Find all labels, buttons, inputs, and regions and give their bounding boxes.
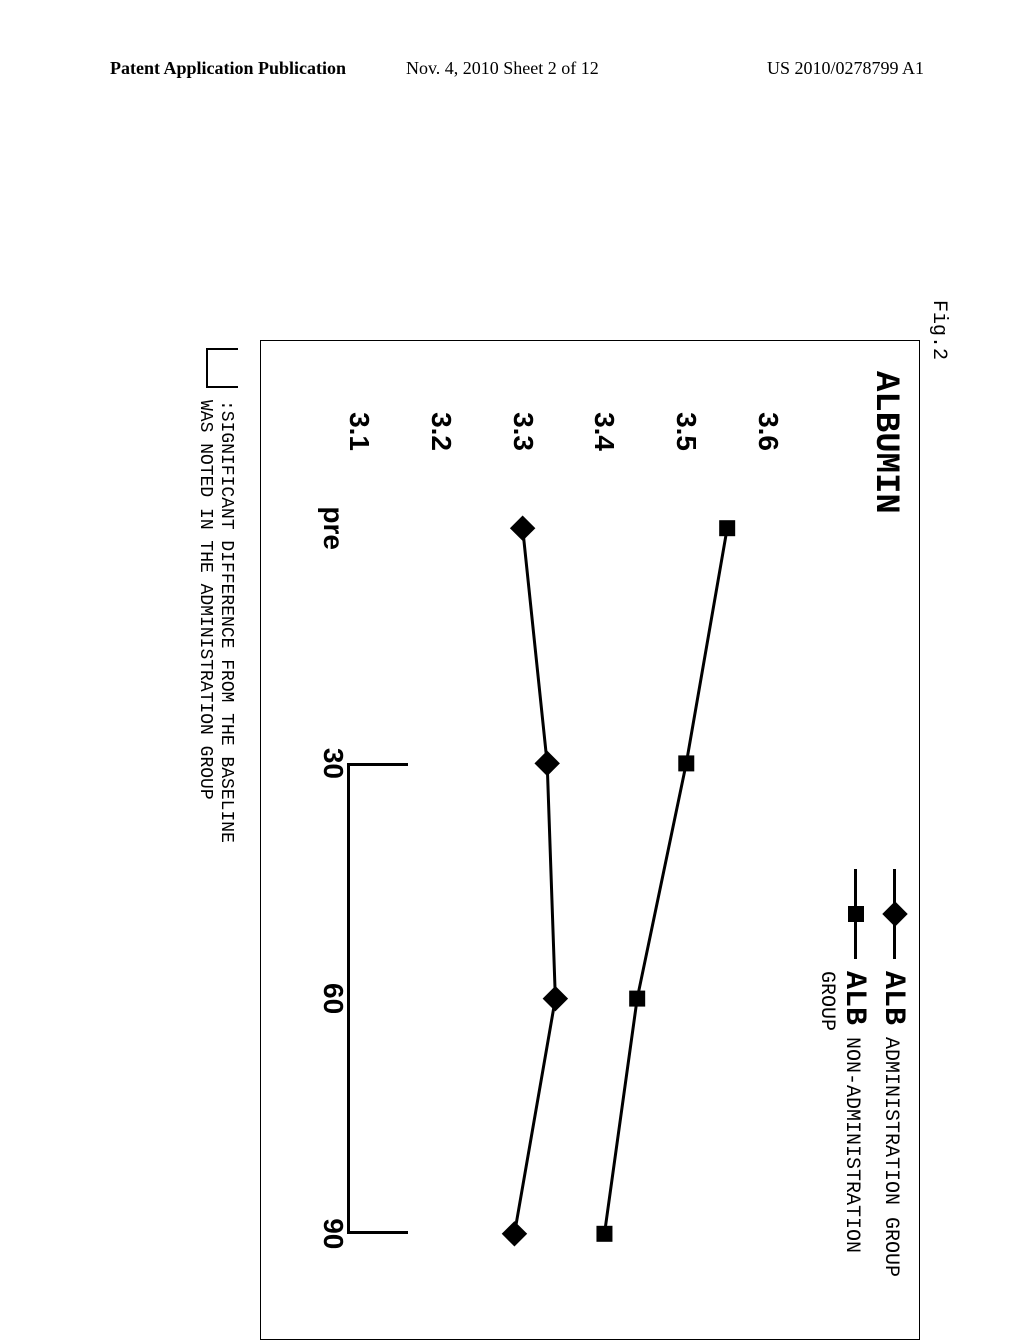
y-tick-label: 3.3 bbox=[507, 391, 539, 451]
x-tick-label: 60 bbox=[317, 983, 349, 1014]
legend-label-2: ALB NON-ADMINISTRATIONGROUP bbox=[815, 971, 870, 1253]
footnote-marker-box bbox=[206, 348, 238, 388]
legend-item-administration: ALB ADMINISTRATION GROUP bbox=[876, 869, 909, 1309]
header-center: Nov. 4, 2010 Sheet 2 of 12 bbox=[406, 58, 599, 79]
legend-label-1: ALB ADMINISTRATION GROUP bbox=[876, 971, 909, 1277]
chart-title: ALBUMIN bbox=[866, 371, 904, 514]
legend-marker-square bbox=[842, 869, 870, 959]
plot-area: 3.13.23.33.43.53.6pre306090 bbox=[359, 461, 809, 1301]
x-tick-label: 90 bbox=[317, 1218, 349, 1249]
footnote-text: :SIGNIFICANT DIFFERENCE FROM THE BASELIN… bbox=[195, 400, 236, 843]
figure-label: Fig.2 bbox=[927, 300, 950, 360]
y-tick-label: 3.6 bbox=[752, 391, 784, 451]
y-tick-label: 3.4 bbox=[588, 391, 620, 451]
legend-item-non-administration: ALB NON-ADMINISTRATIONGROUP bbox=[815, 869, 870, 1309]
x-tick-label: 30 bbox=[317, 748, 349, 779]
y-tick-label: 3.2 bbox=[425, 391, 457, 451]
significance-bracket bbox=[347, 763, 408, 1233]
page-header: Patent Application Publication Nov. 4, 2… bbox=[0, 58, 1024, 79]
legend-marker-diamond bbox=[881, 869, 909, 959]
y-tick-label: 3.1 bbox=[343, 391, 375, 451]
legend: ALB ADMINISTRATION GROUP ALB NON-ADMINIS… bbox=[809, 869, 909, 1309]
y-tick-label: 3.5 bbox=[670, 391, 702, 451]
header-right: US 2010/0278799 A1 bbox=[767, 58, 924, 79]
chart-svg bbox=[359, 461, 809, 1301]
x-tick-label: pre bbox=[317, 506, 349, 550]
chart-panel: ALBUMIN ALB ADMINISTRATION GROUP ALB NON… bbox=[260, 340, 920, 1340]
header-left: Patent Application Publication bbox=[110, 58, 346, 79]
figure-rotated-container: Fig.2 ALBUMIN ALB ADMINISTRATION GROUP bbox=[0, 300, 1024, 1080]
